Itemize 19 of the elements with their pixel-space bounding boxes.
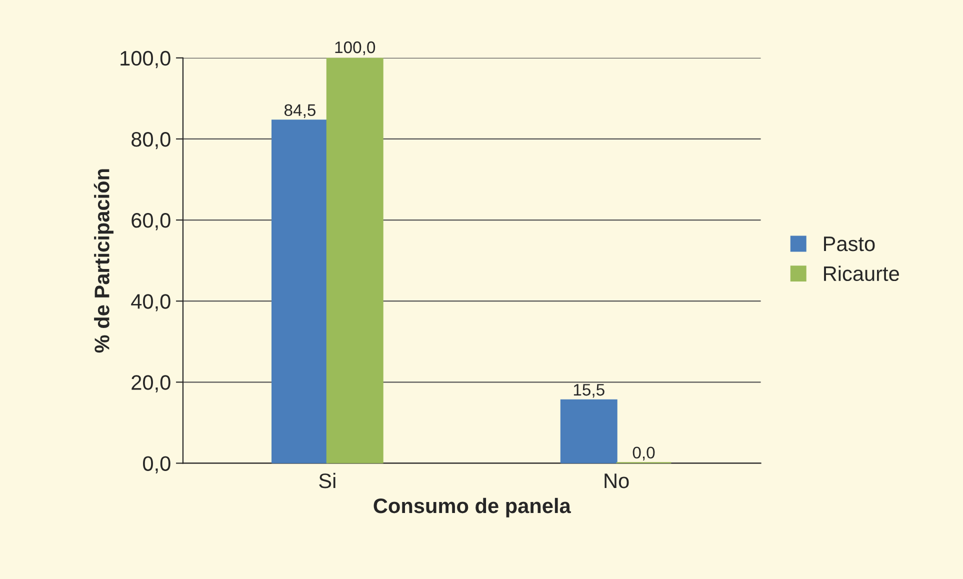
x-tick-label: Si (319, 472, 336, 488)
x-axis-title: Consumo de panela (374, 498, 571, 518)
x-tick-label: No (604, 474, 629, 488)
y-tick-label: 80,0 (132, 132, 170, 150)
y-tick-label: 0,0 (143, 456, 170, 474)
legend-label: Ricaurte (824, 266, 899, 282)
legend-label: Pasto (824, 236, 875, 252)
bar (271, 120, 328, 464)
y-tick-label: 100,0 (120, 50, 170, 68)
y-axis-title: % de Participación (94, 169, 114, 353)
data-label: 100,0 (335, 41, 376, 56)
y-tick-label: 40,0 (131, 294, 170, 312)
y-tick-label: 20,0 (132, 375, 170, 392)
data-label: 84,5 (284, 104, 316, 118)
bar (560, 399, 618, 464)
bar (326, 58, 384, 464)
data-label: 0,0 (632, 446, 655, 460)
y-tick-label: 60,0 (132, 213, 170, 230)
data-label: 15,5 (574, 384, 604, 398)
